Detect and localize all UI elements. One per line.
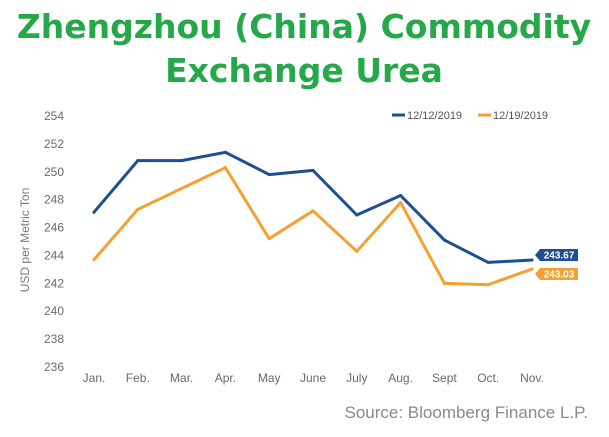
legend-label-series-2: 12/19/2019 — [493, 110, 548, 122]
data-point-series-2 — [399, 200, 403, 204]
data-point-series-1 — [311, 168, 315, 172]
x-tick-label: Jan. — [83, 371, 106, 385]
y-tick-label: 240 — [44, 304, 64, 318]
x-tick-label: May — [258, 371, 281, 385]
x-tick-label: Mar. — [170, 371, 193, 385]
y-tick-label: 248 — [44, 193, 64, 207]
data-point-series-1 — [92, 210, 96, 214]
data-point-series-1 — [223, 150, 227, 154]
data-point-series-2 — [136, 207, 140, 211]
y-tick-label: 244 — [44, 248, 64, 262]
chart-title-line-1: Zhengzhou (China) Commodity — [17, 7, 591, 46]
data-point-series-1 — [486, 260, 490, 264]
series-line-2 — [92, 166, 534, 287]
data-point-series-1 — [442, 238, 446, 242]
y-tick-label: 250 — [44, 165, 64, 179]
legend-label-series-1: 12/12/2019 — [407, 110, 462, 122]
data-point-series-2 — [311, 209, 315, 213]
y-tick-label: 246 — [44, 221, 64, 235]
end-badge-shape — [535, 249, 578, 262]
data-point-series-1 — [399, 193, 403, 197]
end-badge-label: 243.03 — [544, 269, 575, 280]
series-lines — [92, 150, 534, 287]
source-note: Source: Bloomberg Finance L.P. — [345, 403, 589, 422]
end-value-badges: 243.67 243.03 — [535, 249, 578, 280]
data-point-series-2 — [180, 187, 184, 191]
end-badge-series-1: 243.67 — [535, 249, 578, 262]
x-tick-label: Nov. — [520, 371, 544, 385]
y-axis-ticks: 236 238 240 242 244 246 248 250 252 254 — [44, 109, 64, 374]
x-tick-label: June — [300, 371, 326, 385]
y-tick-label: 254 — [44, 109, 64, 123]
end-badge-label: 243.67 — [544, 251, 575, 262]
x-tick-label: Oct. — [477, 371, 499, 385]
x-tick-label: July — [346, 371, 367, 385]
x-tick-label: Sept — [432, 371, 457, 385]
series-line-1 — [92, 150, 534, 264]
y-tick-label: 236 — [44, 360, 64, 374]
data-point-series-2 — [486, 283, 490, 287]
x-tick-label: Aug. — [388, 371, 413, 385]
y-tick-label: 252 — [44, 137, 64, 151]
x-tick-label: Apr. — [215, 371, 236, 385]
data-point-series-2 — [442, 281, 446, 285]
end-badge-series-2: 243.03 — [535, 267, 578, 280]
y-tick-label: 238 — [44, 332, 64, 346]
data-point-series-1 — [530, 258, 534, 262]
data-point-series-2 — [92, 258, 96, 262]
y-axis-label: USD per Metric Ton — [18, 188, 32, 292]
data-point-series-2 — [223, 166, 227, 170]
end-badge-shape — [535, 267, 578, 280]
data-point-series-1 — [136, 159, 140, 163]
y-tick-label: 242 — [44, 276, 64, 290]
x-tick-label: Feb. — [126, 371, 150, 385]
data-point-series-2 — [355, 249, 359, 253]
data-point-series-2 — [267, 237, 271, 241]
data-point-series-1 — [355, 213, 359, 217]
data-point-series-2 — [530, 267, 534, 271]
data-point-series-1 — [267, 173, 271, 177]
data-point-series-1 — [180, 159, 184, 163]
chart-title-line-2: Exchange Urea — [165, 51, 443, 90]
legend: 12/12/2019 12/19/2019 — [392, 110, 548, 122]
x-axis-ticks: Jan. Feb. Mar. Apr. May June July Aug. Sept Oct. N… — [83, 371, 544, 385]
